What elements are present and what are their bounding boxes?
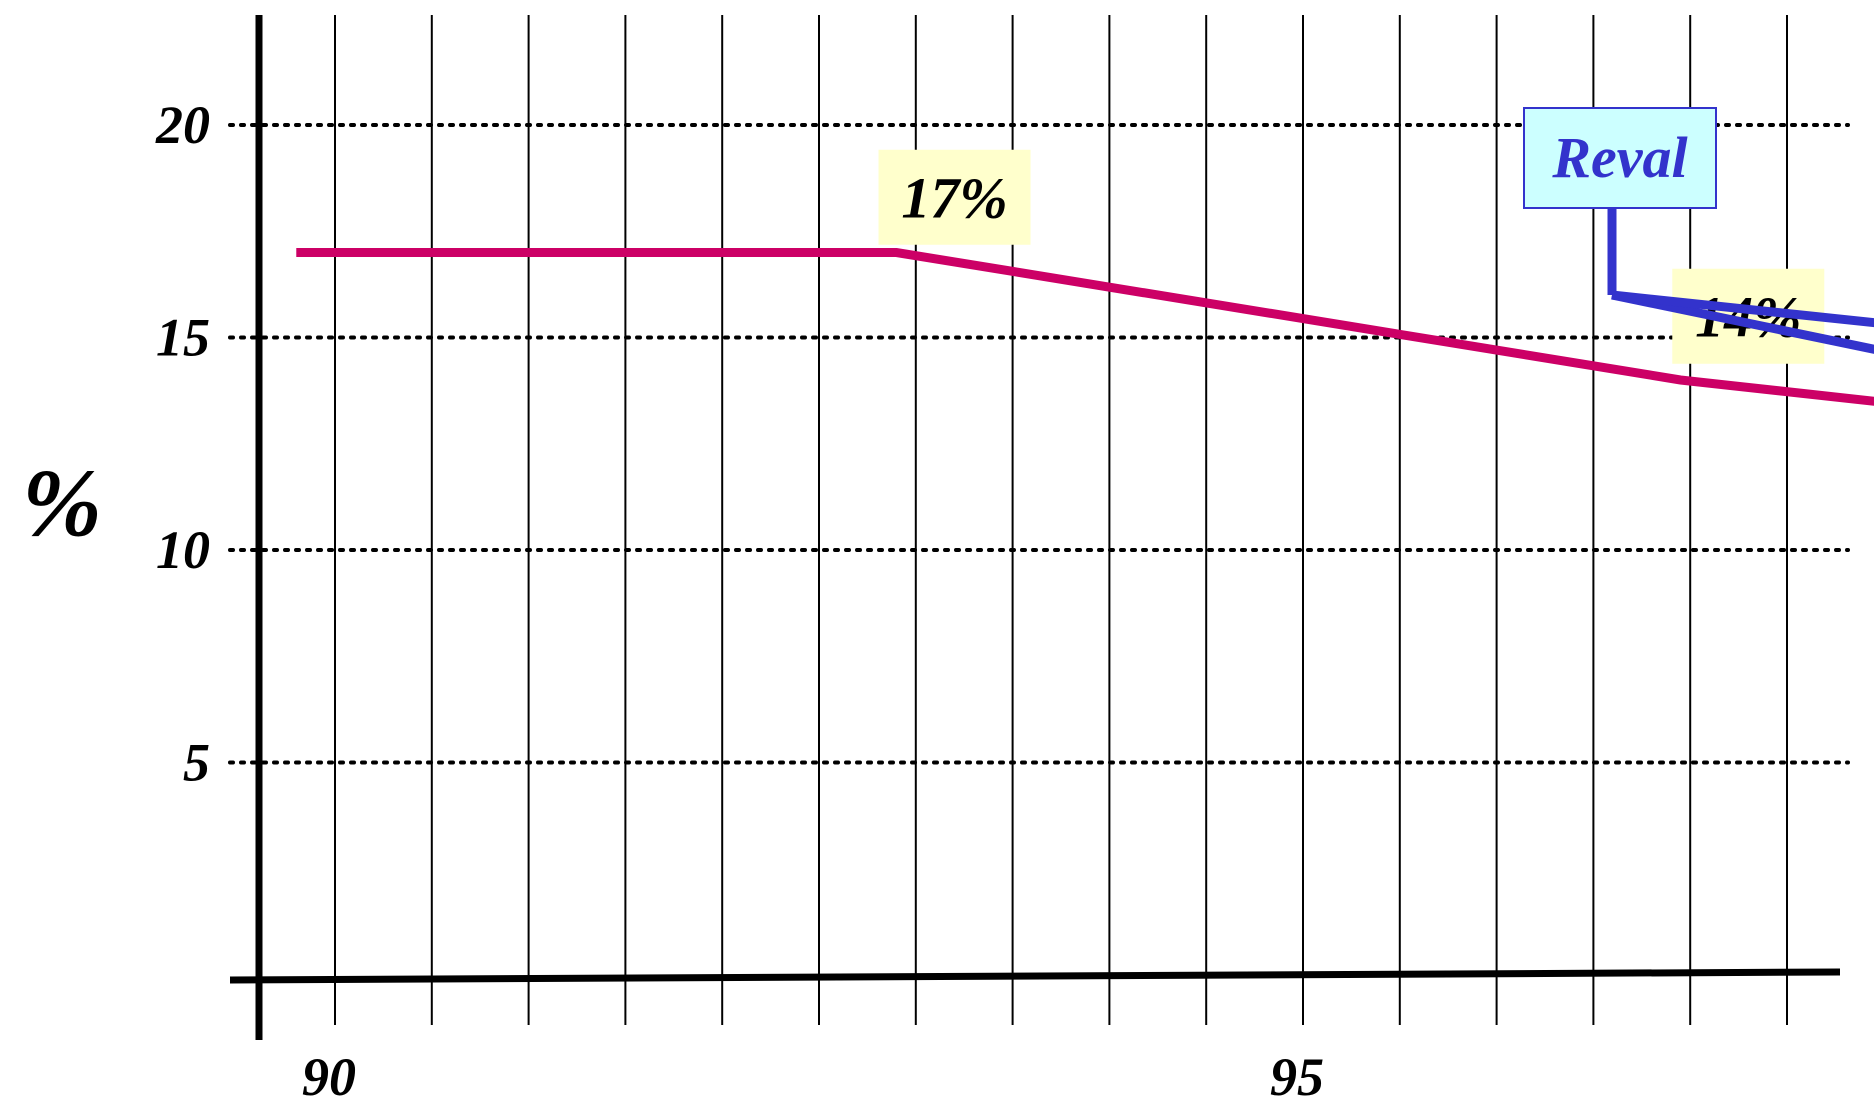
y-tick-label: 20 <box>155 95 210 155</box>
vertical-gridlines <box>334 15 1788 1025</box>
tick-labels: 909500055101520 <box>155 95 1324 1107</box>
value-labels: 17%14%13%11%10%9.2% <box>878 149 1825 364</box>
y-tick-label: 10 <box>156 520 210 580</box>
axes <box>229 15 1841 1040</box>
horizontal-gridlines <box>228 123 1850 765</box>
callout-arrow <box>1611 290 1874 354</box>
value-label: 17% <box>901 165 1007 230</box>
reval-callout: Reval <box>1523 107 1874 354</box>
value-label-box <box>878 149 1031 245</box>
y-tick-label: 15 <box>156 308 210 368</box>
callout-arrow <box>1611 290 1874 328</box>
x-tick-label: 90 <box>302 1047 356 1102</box>
series-lines <box>296 248 1874 406</box>
callout-label: Reval <box>1551 125 1688 190</box>
x-tick-label: 95 <box>1270 1047 1324 1102</box>
y-axis-label: % <box>22 449 102 556</box>
y-tick-label: 5 <box>183 733 210 793</box>
x-axis-line <box>229 968 1841 984</box>
series-line <box>296 248 1874 406</box>
callout-box <box>1523 107 1717 209</box>
